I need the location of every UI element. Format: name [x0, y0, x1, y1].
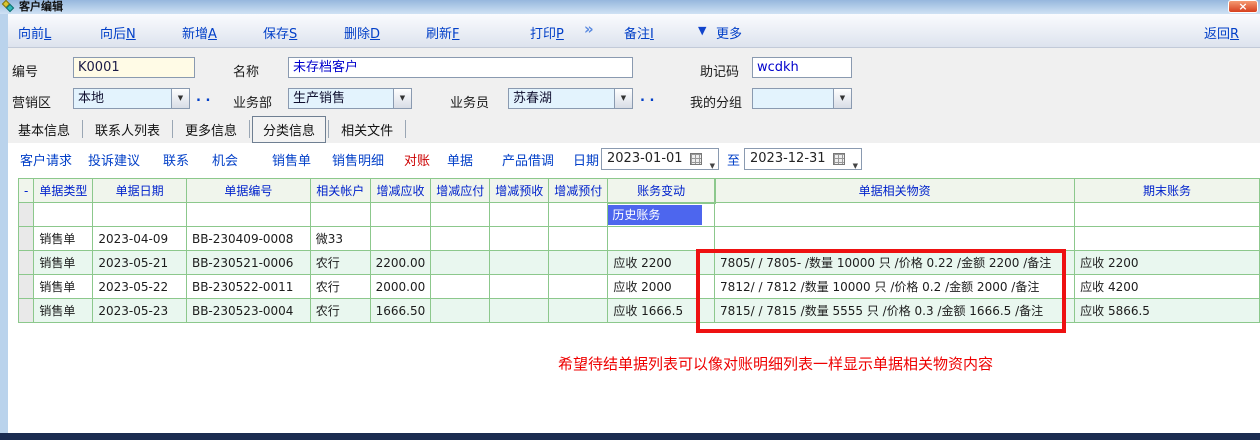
tab-basic-info[interactable]: 基本信息 — [18, 123, 71, 139]
tab-related-files[interactable]: 相关文件 — [341, 123, 394, 139]
table-row[interactable]: 销售单 2023-05-22 BB-230522-0011 农行 2000.00… — [17, 274, 1260, 299]
header-recv-change[interactable]: 增减应收 — [369, 178, 432, 203]
code-label: 编号 — [12, 65, 39, 80]
name-field[interactable]: 未存档客户 — [288, 57, 633, 78]
dept-label: 业务部 — [233, 96, 273, 111]
close-icon[interactable]: × — [1228, 0, 1258, 13]
region-label: 营销区 — [12, 96, 52, 111]
date-from-field[interactable]: 2023-01-01 ▼ — [601, 148, 719, 170]
region-select[interactable]: 本地 ▼ — [73, 88, 190, 109]
link-sales-detail[interactable]: 销售明细 — [332, 154, 385, 169]
calendar-icon[interactable] — [833, 153, 845, 165]
table-header-row: - 单据类型 单据日期 单据编号 相关帐户 增减应收 增减应付 增减预收 增减预… — [17, 177, 1260, 204]
link-reconciliation[interactable]: 对账 — [404, 154, 431, 169]
table-row[interactable]: 销售单 2023-05-23 BB-230523-0004 农行 1666.50… — [17, 298, 1260, 323]
window-left-border — [0, 14, 8, 433]
note-button[interactable]: 备注I — [624, 27, 654, 42]
link-sales-order[interactable]: 销售单 — [272, 154, 312, 169]
delete-button[interactable]: 删除D — [344, 27, 381, 42]
header-balance-change[interactable]: 账务变动 — [606, 177, 716, 204]
group-label: 我的分组 — [690, 96, 743, 111]
down-arrow-icon[interactable]: ▼ — [698, 24, 707, 37]
chevron-down-icon[interactable]: ▼ — [709, 162, 715, 170]
date-to-field[interactable]: 2023-12-31 ▼ — [744, 148, 862, 170]
tab-more-info[interactable]: 更多信息 — [185, 123, 238, 139]
link-customer-request[interactable]: 客户请求 — [20, 154, 73, 169]
next-button[interactable]: 向后N — [100, 27, 136, 42]
salesman-select[interactable]: 苏春湖 ▼ — [508, 88, 633, 109]
name-label: 名称 — [233, 65, 260, 80]
header-doc-date[interactable]: 单据日期 — [92, 178, 187, 203]
link-product-loan[interactable]: 产品借调 — [502, 154, 555, 169]
link-opportunity[interactable]: 机会 — [212, 154, 239, 169]
save-button[interactable]: 保存S — [263, 27, 298, 42]
tab-contact-list[interactable]: 联系人列表 — [95, 123, 161, 139]
dept-select[interactable]: 生产销售 ▼ — [288, 88, 412, 109]
to-label: 至 — [727, 154, 741, 169]
table-row[interactable]: 销售单 2023-04-09 BB-230409-0008 微33 — [17, 226, 1260, 251]
salesman-browse-button[interactable]: . . — [640, 90, 655, 105]
window-bottom-border — [0, 433, 1260, 440]
main-tabs: 基本信息 联系人列表 更多信息 分类信息 相关文件 — [8, 115, 408, 143]
header-pay-change[interactable]: 增减应付 — [430, 178, 491, 203]
date-label: 日期 — [573, 154, 600, 169]
table-row[interactable]: 历史账务 — [17, 202, 1260, 227]
header-account[interactable]: 相关帐户 — [309, 178, 371, 203]
chevron-down-icon[interactable]: ▼ — [852, 162, 858, 170]
header-doc-no[interactable]: 单据编号 — [185, 178, 311, 203]
back-button[interactable]: 返回R — [1204, 27, 1240, 42]
mnemonic-field[interactable]: wcdkh — [752, 57, 852, 78]
records-table: - 单据类型 单据日期 单据编号 相关帐户 增减应收 增减应付 增减预收 增减预… — [17, 177, 1260, 323]
mnemonic-label: 助记码 — [700, 65, 740, 80]
app-icon — [1, 0, 16, 13]
header-ending-balance[interactable]: 期末账务 — [1074, 178, 1260, 203]
header-related-goods[interactable]: 单据相关物资 — [714, 178, 1076, 203]
code-field[interactable]: K0001 — [73, 57, 195, 78]
annotation-text: 希望待结单据列表可以像对账明细列表一样显示单据相关物资内容 — [558, 355, 994, 373]
salesman-label: 业务员 — [450, 96, 490, 111]
window-title: 客户编辑 — [19, 0, 63, 13]
header-prerecv-change[interactable]: 增减预收 — [489, 178, 550, 203]
print-button[interactable]: 打印P — [530, 27, 564, 42]
link-contact[interactable]: 联系 — [163, 154, 190, 169]
add-button[interactable]: 新增A — [182, 27, 217, 42]
double-arrow-icon[interactable]: » — [584, 20, 594, 38]
chevron-down-icon[interactable]: ▼ — [171, 89, 189, 108]
header-prepay-change[interactable]: 增减预付 — [548, 178, 609, 203]
link-complaint[interactable]: 投诉建议 — [88, 154, 141, 169]
calendar-icon[interactable] — [690, 153, 702, 165]
selected-cell[interactable]: 历史账务 — [608, 204, 703, 225]
more-button[interactable]: 更多 — [716, 27, 743, 42]
chevron-down-icon[interactable]: ▼ — [393, 89, 411, 108]
tab-category-info[interactable]: 分类信息 — [252, 115, 327, 143]
refresh-button[interactable]: 刷新F — [426, 27, 460, 42]
title-bar: 客户编辑 × — [0, 0, 1260, 14]
toolbar: 向前L 向后N 新增A 保存S 删除D 刷新F 打印P » 备注I ▼ 更多 返… — [0, 14, 1260, 48]
chevron-down-icon[interactable]: ▼ — [614, 89, 632, 108]
region-browse-button[interactable]: . . — [196, 90, 211, 105]
table-row[interactable]: 销售单 2023-05-21 BB-230521-0006 农行 2200.00… — [17, 250, 1260, 275]
prev-button[interactable]: 向前L — [18, 27, 52, 42]
chevron-down-icon[interactable]: ▼ — [833, 89, 851, 108]
group-select[interactable]: ▼ — [752, 88, 852, 109]
link-documents[interactable]: 单据 — [447, 154, 474, 169]
header-marker[interactable]: - — [17, 178, 35, 203]
header-doc-type[interactable]: 单据类型 — [33, 178, 94, 203]
